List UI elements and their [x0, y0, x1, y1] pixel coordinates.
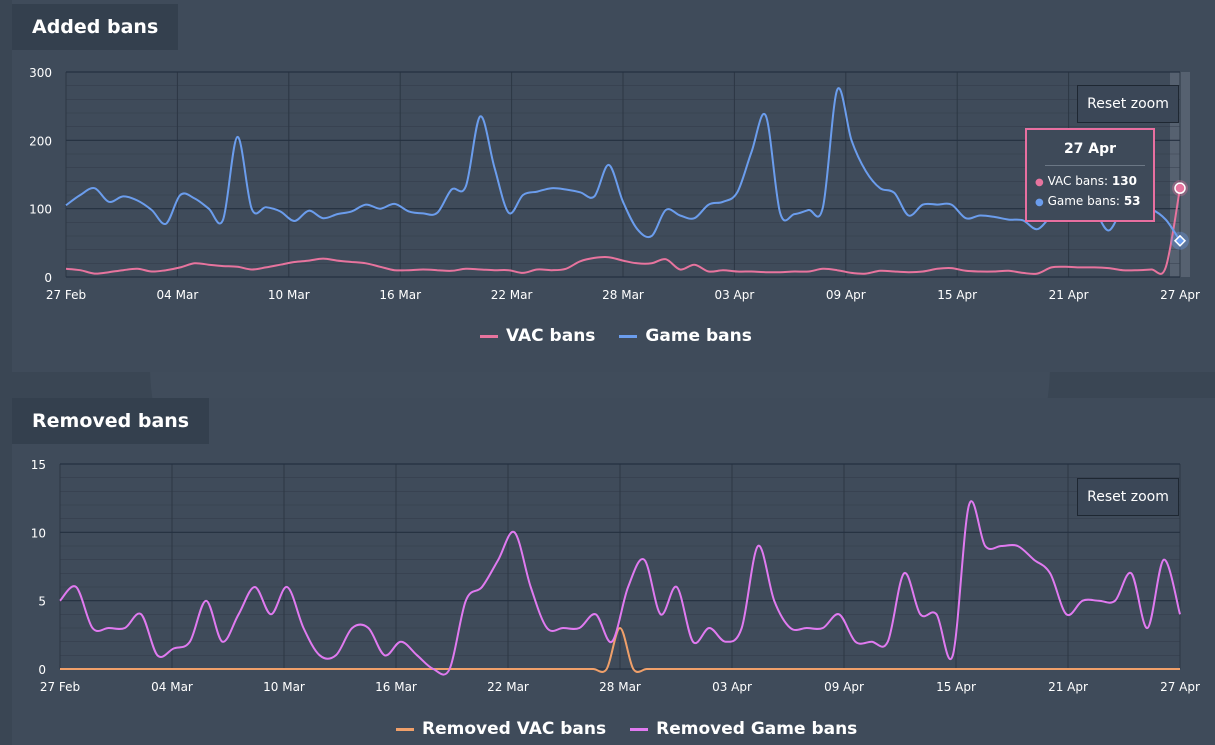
- x-tick-label: 16 Mar: [375, 680, 417, 694]
- x-tick-label: 22 Mar: [487, 680, 529, 694]
- legend-swatch-vac: [480, 334, 498, 338]
- legend-item-game[interactable]: Game bans: [619, 326, 752, 346]
- x-tick-label: 09 Apr: [824, 680, 864, 694]
- vac-hover-marker: [1174, 182, 1186, 194]
- added-bans-chart[interactable]: 27 Feb 04 Mar 10 Mar 16 Mar 22 Mar 28 Mar 03 A…: [0, 40, 1215, 360]
- game-hover-marker: [1173, 234, 1187, 247]
- series-line-removed-game-bans: [59, 500, 1181, 676]
- reset-zoom-button-removed[interactable]: Reset zoom: [1077, 478, 1179, 516]
- legend-swatch-removed-game: [630, 727, 649, 731]
- x-tick-label: 04 Mar: [151, 680, 193, 694]
- y-tick-label: 200: [29, 134, 52, 148]
- x-tick-label: 04 Mar: [157, 288, 199, 302]
- legend-swatch-game: [619, 334, 638, 338]
- removed-bans-chart[interactable]: 27 Feb 04 Mar 10 Mar 16 Mar 22 Mar 28 Mar 03 A…: [0, 440, 1215, 730]
- tooltip-game-label: Game bans:: [1047, 194, 1120, 208]
- legend-item-removed-game[interactable]: Removed Game bans: [630, 719, 857, 739]
- y-tick-label: 10: [31, 526, 46, 540]
- tooltip-date: 27 Apr: [1063, 141, 1117, 157]
- x-tick-label: 15 Apr: [936, 680, 976, 694]
- reset-zoom-button[interactable]: Reset zoom: [1077, 85, 1179, 123]
- x-tick-label: 21 Apr: [1048, 680, 1088, 694]
- removed-bans-title: Removed bans: [12, 398, 210, 444]
- x-tick-label: 21 Apr: [1049, 288, 1089, 302]
- legend-item-removed-vac[interactable]: Removed VAC bans: [396, 719, 606, 739]
- x-tick-label: 03 Apr: [712, 680, 752, 694]
- legend-swatch-removed-vac: [396, 727, 414, 731]
- x-tick-label: 10 Mar: [268, 288, 310, 302]
- x-tick-label: 27 Feb: [40, 680, 80, 694]
- tooltip-divider: [1045, 165, 1145, 166]
- game-dot-icon: ●: [1035, 197, 1044, 208]
- x-tick-label: 27 Apr: [1160, 288, 1200, 302]
- tooltip-vac-row: ● VAC bans: 130: [1027, 172, 1153, 192]
- x-tick-label: 15 Apr: [937, 288, 977, 302]
- legend-label-vac: VAC bans: [506, 326, 596, 346]
- y-tick-label: 300: [29, 66, 52, 80]
- removed-bans-legend: Removed VAC bans Removed Game bans: [396, 719, 857, 739]
- added-bans-title: Added bans: [12, 4, 179, 50]
- x-tick-label: 27 Apr: [1160, 680, 1200, 694]
- legend-label-removed-game: Removed Game bans: [656, 719, 858, 739]
- x-tick-label: 03 Apr: [714, 288, 754, 302]
- x-tick-label: 22 Mar: [491, 288, 533, 302]
- vac-dot-icon: ●: [1035, 177, 1044, 188]
- legend-label-removed-vac: Removed VAC bans: [422, 719, 607, 739]
- x-tick-label: 10 Mar: [263, 680, 305, 694]
- x-tick-label: 28 Mar: [599, 680, 641, 694]
- added-bans-legend: VAC bans Game bans: [480, 326, 752, 346]
- tooltip-game-value: 53: [1123, 194, 1141, 208]
- legend-item-vac[interactable]: VAC bans: [480, 326, 595, 346]
- y-tick-label: 0: [44, 271, 52, 285]
- series-line-vac-bans: [65, 188, 1181, 275]
- tooltip-game-row: ● Game bans: 53: [1027, 192, 1153, 212]
- series-line-removed-vac-bans: [59, 627, 1180, 673]
- x-tick-label: 09 Apr: [826, 288, 866, 302]
- legend-label-game: Game bans: [645, 326, 752, 346]
- series-line-game-bans: [65, 87, 1181, 242]
- y-tick-label: 15: [31, 458, 46, 472]
- chart-tooltip: 27 Apr ● VAC bans: 130 ● Game bans: 53: [1025, 128, 1155, 222]
- y-tick-label: 5: [38, 595, 46, 609]
- x-tick-label: 27 Feb: [46, 288, 86, 302]
- x-tick-label: 16 Mar: [379, 288, 421, 302]
- tooltip-vac-label: VAC bans:: [1047, 174, 1109, 188]
- tooltip-vac-value: 130: [1111, 174, 1137, 188]
- y-tick-label: 0: [38, 663, 46, 677]
- x-tick-label: 28 Mar: [602, 288, 644, 302]
- removed-bans-panel: [12, 398, 1215, 745]
- y-tick-label: 100: [29, 203, 52, 217]
- added-bans-panel: [12, 0, 1215, 372]
